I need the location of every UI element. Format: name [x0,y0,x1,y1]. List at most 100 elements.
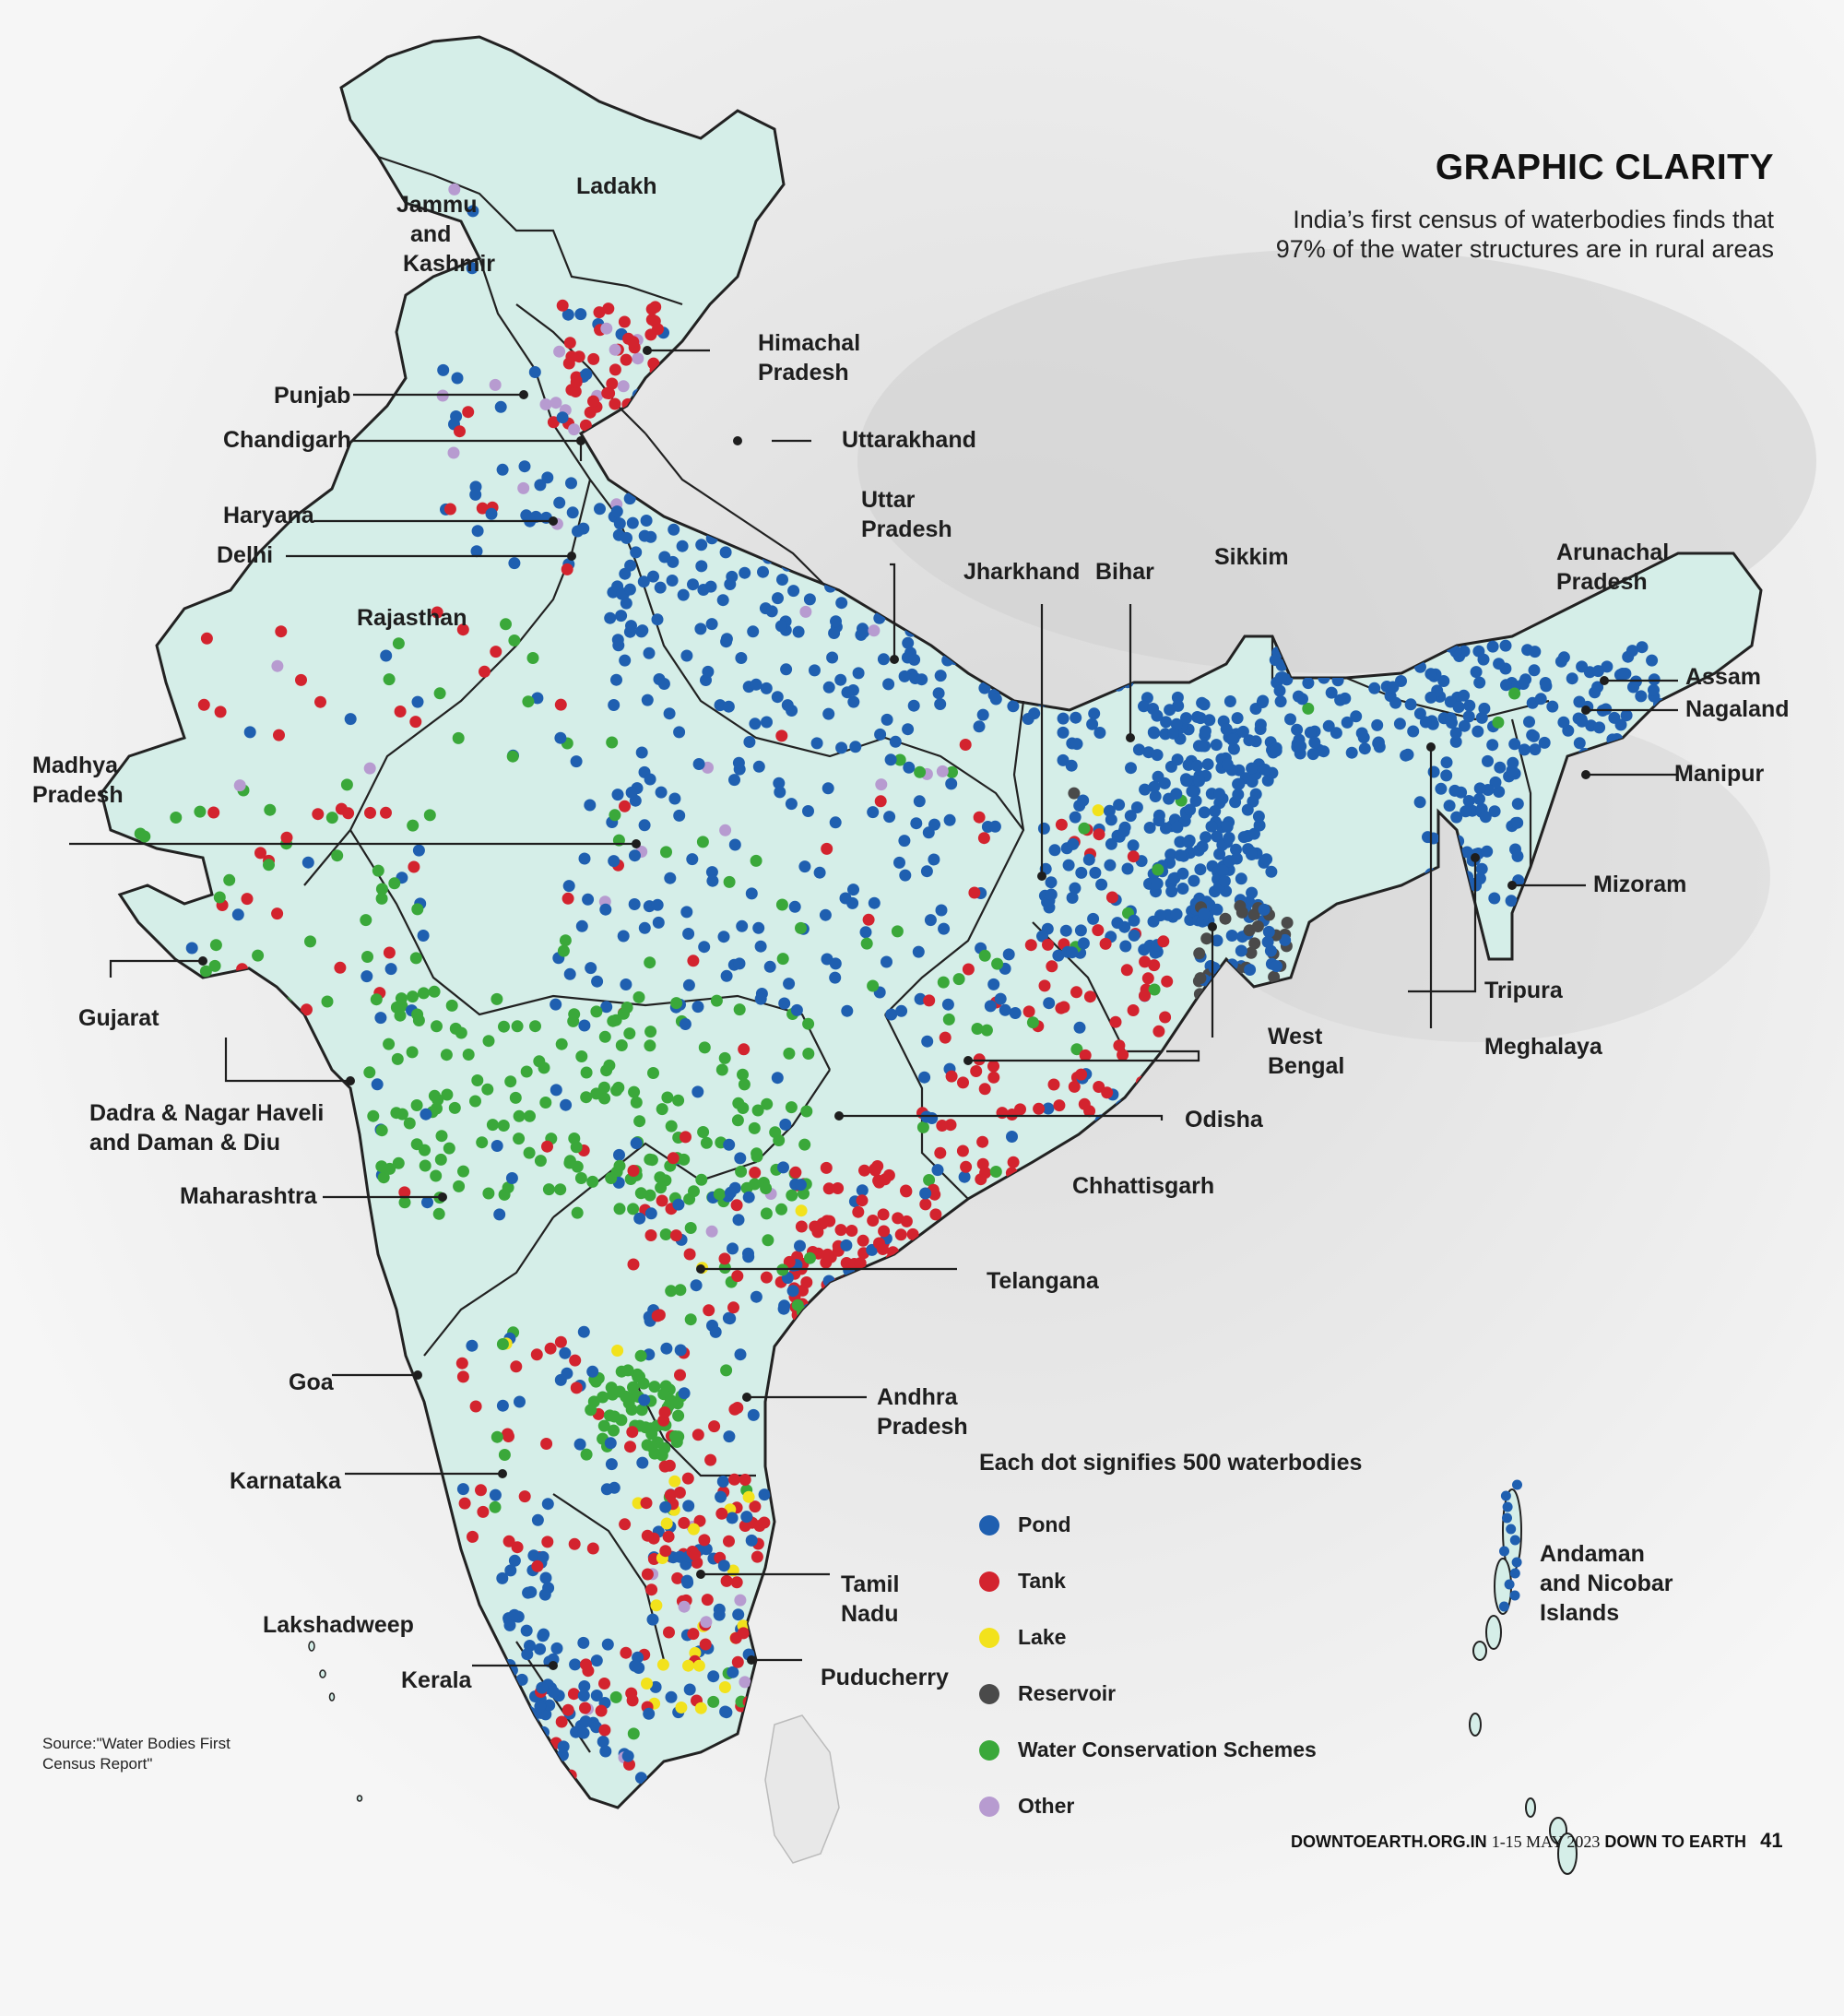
waterbody-dot [1088,707,1101,720]
waterbody-dot [1160,822,1172,835]
waterbody-dot [561,892,574,905]
waterbody-dot [556,299,569,312]
waterbody-dot [849,741,862,753]
waterbody-dot [820,1161,833,1174]
waterbody-dot [375,892,388,905]
waterbody-dot [891,925,904,938]
waterbody-dot [275,625,288,638]
waterbody-dot [774,786,786,799]
waterbody-dot [733,1003,746,1016]
waterbody-dot [867,1215,880,1227]
waterbody-dot [1284,713,1296,726]
waterbody-dot [928,853,940,866]
waterbody-dot [1065,759,1078,772]
label-karnataka: Karnataka [230,1468,342,1494]
waterbody-dot [454,425,466,438]
waterbody-dot [934,670,947,682]
waterbody-dot [561,563,573,575]
waterbody-dot [1196,840,1209,853]
waterbody-dot [194,805,207,818]
waterbody-dot [644,1026,657,1038]
waterbody-dot [586,1542,599,1555]
waterbody-dot [1125,762,1137,775]
waterbody-dot [1093,828,1105,841]
waterbody-dot [1170,788,1183,800]
waterbody-dot [627,1727,640,1740]
label-himachal-2: Pradesh [758,360,849,385]
waterbody-dot [1566,672,1578,685]
waterbody-dot [641,1439,654,1452]
waterbody-dot [409,952,422,965]
waterbody-dot [619,567,632,580]
waterbody-dot [527,1549,540,1562]
waterbody-dot [340,778,353,791]
waterbody-dot [1152,1025,1165,1038]
waterbody-dot [659,1500,672,1513]
waterbody-dot [482,1187,495,1200]
label-haryana: Haryana [223,503,315,528]
waterbody-dot [515,1673,528,1686]
waterbody-dot [786,1189,798,1202]
waterbody-dot [1014,1103,1026,1116]
waterbody-dot [1167,727,1179,740]
waterbody-dot [874,795,887,808]
waterbody-dot [677,588,690,601]
waterbody-dot [935,904,948,917]
waterbody-dot [1233,777,1246,790]
waterbody-dot [462,406,475,419]
waterbody-dot [547,1686,560,1699]
waterbody-dot [648,1447,661,1460]
waterbody-dot [630,1096,643,1109]
waterbody-dot [1220,723,1233,736]
waterbody-dot [1232,789,1245,800]
waterbody-dot [1006,1131,1018,1143]
waterbody-dot [907,699,920,712]
waterbody-dot [254,847,266,860]
waterbody-dot [466,262,479,275]
waterbody-dot [209,939,222,952]
waterbody-dot [667,555,680,568]
waterbody-dot [1092,804,1105,817]
waterbody-dot [1273,684,1286,697]
waterbody-dot [529,1020,541,1033]
waterbody-dot [771,1072,784,1085]
waterbody-dot [1427,832,1440,845]
waterbody-dot [1511,798,1524,811]
waterbody-dot [1188,874,1200,887]
waterbody-dot [1152,770,1164,783]
waterbody-dot [723,1138,736,1151]
label-delhi: Delhi [217,542,273,568]
waterbody-dot [1478,702,1491,715]
waterbody-dot [989,1166,1002,1178]
waterbody-dot [598,1678,610,1690]
waterbody-dot [776,574,788,586]
waterbody-dot [682,1659,694,1672]
waterbody-dot [1488,892,1501,905]
waterbody-dot [1147,726,1160,739]
waterbody-dot [829,816,842,829]
waterbody-dot [1246,886,1259,899]
waterbody-dot [680,906,693,919]
waterbody-dot [431,606,443,619]
waterbody-dot [372,864,384,877]
waterbody-dot [223,873,236,886]
waterbody-dot [1252,810,1265,823]
waterbody-dot [956,1144,969,1157]
waterbody-dot [467,1530,479,1543]
waterbody-dot [1448,784,1461,797]
waterbody-dot [496,1338,509,1350]
other-swatch-icon [979,1796,999,1817]
waterbody-dot [718,1681,731,1693]
waterbody-dot [856,1194,869,1207]
waterbody-dot [960,1160,973,1173]
waterbody-dot [568,1537,581,1550]
waterbody-dot [919,1198,932,1211]
waterbody-dot [840,1239,853,1251]
waterbody-dot [601,386,614,399]
waterbody-dot [975,1173,987,1186]
waterbody-dot [692,1085,704,1098]
waterbody-dot [629,1659,642,1672]
waterbody-dot [857,1234,869,1247]
waterbody-dot [1002,948,1015,961]
waterbody-dot [1176,867,1189,880]
